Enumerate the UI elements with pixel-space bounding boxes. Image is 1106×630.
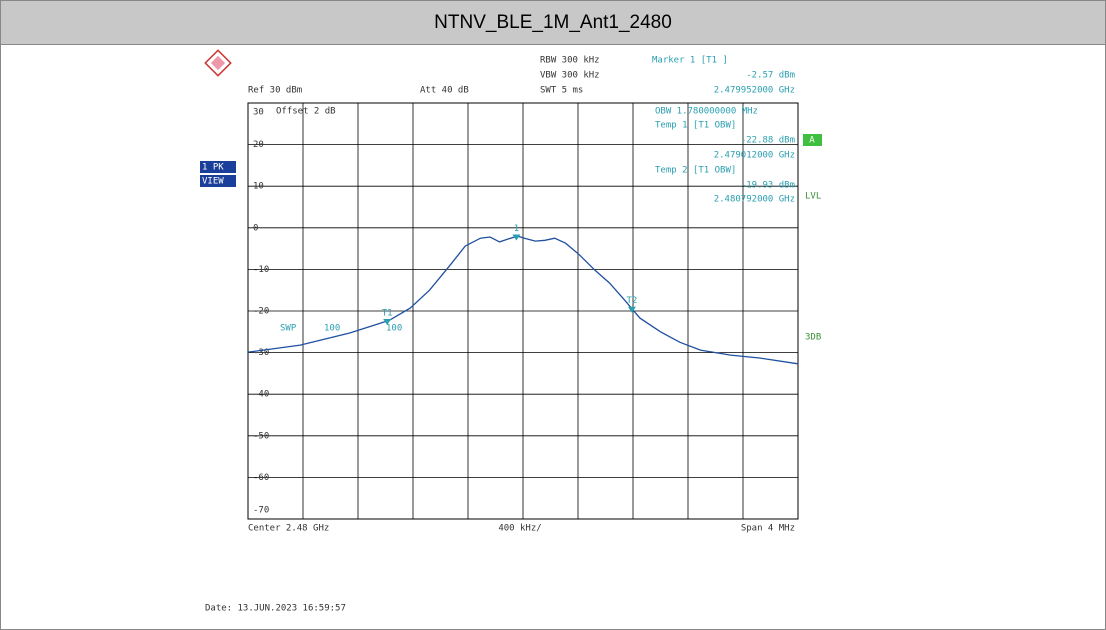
marker-label: T1	[382, 308, 393, 318]
y-tick-label: -30	[253, 348, 269, 358]
annotation: VIEW	[202, 177, 224, 187]
annotation: 100	[324, 324, 340, 334]
y-tick-label: -60	[253, 473, 269, 483]
annotation: SWP	[280, 324, 297, 334]
y-tick-label: -70	[253, 506, 269, 516]
annotation: -2.57 dBm	[746, 71, 795, 81]
annotation: 3DB	[805, 333, 821, 343]
annotation: 100	[386, 324, 402, 334]
annotation: Att 40 dB	[420, 86, 469, 96]
y-tick-label: -40	[253, 390, 269, 400]
y-tick-label: -10	[253, 265, 269, 275]
annotation: 1 PK	[202, 163, 224, 173]
marker	[627, 306, 636, 313]
marker	[512, 234, 521, 241]
marker	[383, 318, 392, 325]
annotation: A	[809, 136, 815, 146]
y-tick-label: 20	[253, 140, 264, 150]
marker-label: 1	[514, 224, 519, 234]
chart-title: NTNV_BLE_1M_Ant1_2480	[434, 12, 672, 33]
annotation: LVL	[805, 192, 821, 202]
annotation: Ref 30 dBm	[248, 86, 302, 96]
annotation: OBW 1.780000000 MHz	[655, 107, 758, 117]
y-tick-label: 0	[253, 223, 258, 233]
header-bar	[0, 0, 1106, 45]
logo	[204, 49, 232, 77]
annotation: Marker 1 [T1 ]	[652, 56, 728, 66]
annotation: Span 4 MHz	[741, 524, 795, 534]
view-box	[200, 161, 236, 173]
annotation: Offset 2 dB	[276, 107, 336, 117]
marker-label: T2	[626, 296, 637, 306]
y-tick-label: -50	[253, 431, 269, 441]
annotation: -22.88 dBm	[741, 136, 795, 146]
annotation: 400 kHz/	[498, 524, 541, 534]
annotation: RBW 300 kHz	[540, 56, 600, 66]
annotation: Temp 1 [T1 OBW]	[655, 121, 736, 131]
annotation: SWT 5 ms	[540, 86, 583, 96]
y-tick-label: -20	[253, 307, 269, 317]
annotation: VBW 300 kHz	[540, 71, 600, 81]
annotation: 2.479012000 GHz	[714, 151, 795, 161]
a-box	[803, 134, 822, 146]
y-tick-label: 30	[253, 108, 264, 118]
annotation: Center 2.48 GHz	[248, 524, 329, 534]
view-box	[200, 175, 236, 187]
annotation: 2.479952000 GHz	[714, 86, 795, 96]
annotation: 2.480792000 GHz	[714, 195, 795, 205]
trace	[247, 235, 799, 365]
y-tick-label: 10	[253, 182, 264, 192]
annotation: Temp 2 [T1 OBW]	[655, 166, 736, 176]
annotation: Date: 13.JUN.2023 16:59:57	[205, 604, 346, 614]
annotation: -19.93 dBm	[741, 181, 795, 191]
